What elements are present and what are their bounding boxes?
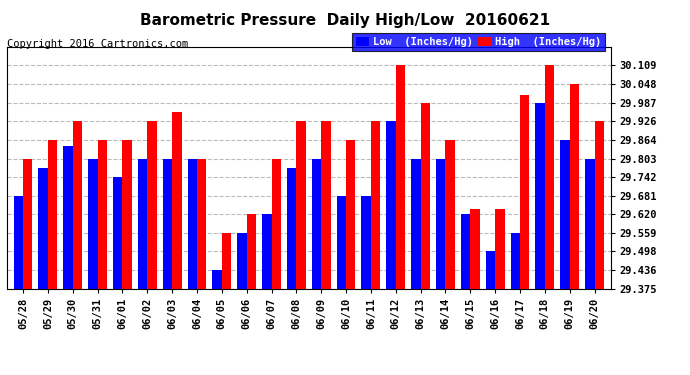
Bar: [362, 196, 371, 289]
Bar: [520, 95, 529, 289]
Bar: [63, 146, 72, 289]
Text: Copyright 2016 Cartronics.com: Copyright 2016 Cartronics.com: [7, 39, 188, 50]
Bar: [262, 214, 271, 289]
Bar: [113, 177, 122, 289]
Bar: [147, 121, 157, 289]
Legend: Low  (Inches/Hg), High  (Inches/Hg): Low (Inches/Hg), High (Inches/Hg): [353, 33, 605, 51]
Bar: [97, 140, 107, 289]
Bar: [246, 214, 256, 289]
Bar: [14, 196, 23, 289]
Bar: [72, 121, 82, 289]
Bar: [312, 159, 322, 289]
Bar: [396, 65, 405, 289]
Bar: [271, 159, 281, 289]
Bar: [287, 168, 296, 289]
Bar: [122, 140, 132, 289]
Bar: [446, 140, 455, 289]
Bar: [421, 102, 430, 289]
Bar: [511, 233, 520, 289]
Bar: [346, 140, 355, 289]
Bar: [237, 233, 246, 289]
Bar: [570, 84, 579, 289]
Bar: [371, 121, 380, 289]
Bar: [172, 112, 181, 289]
Bar: [337, 196, 346, 289]
Bar: [188, 159, 197, 289]
Bar: [486, 251, 495, 289]
Bar: [221, 233, 231, 289]
Text: Barometric Pressure  Daily High/Low  20160621: Barometric Pressure Daily High/Low 20160…: [140, 13, 550, 28]
Bar: [545, 65, 554, 289]
Bar: [213, 270, 221, 289]
Bar: [88, 159, 97, 289]
Bar: [560, 140, 570, 289]
Bar: [411, 159, 421, 289]
Bar: [436, 159, 446, 289]
Bar: [461, 214, 471, 289]
Bar: [39, 168, 48, 289]
Bar: [535, 102, 545, 289]
Bar: [585, 159, 595, 289]
Bar: [322, 121, 331, 289]
Bar: [138, 159, 147, 289]
Bar: [296, 121, 306, 289]
Bar: [163, 159, 172, 289]
Bar: [48, 140, 57, 289]
Bar: [595, 121, 604, 289]
Bar: [23, 159, 32, 289]
Bar: [495, 209, 504, 289]
Bar: [471, 209, 480, 289]
Bar: [197, 159, 206, 289]
Bar: [386, 121, 396, 289]
